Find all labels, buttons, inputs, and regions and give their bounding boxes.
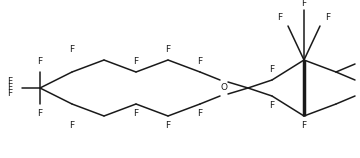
Text: F: F	[359, 70, 360, 79]
Text: F: F	[269, 101, 275, 110]
Text: F: F	[197, 109, 203, 118]
Text: F: F	[8, 83, 13, 92]
Text: F: F	[301, 122, 307, 131]
Text: F: F	[37, 58, 42, 67]
Text: F: F	[8, 89, 13, 98]
Text: F: F	[37, 109, 42, 118]
Text: F: F	[278, 13, 283, 22]
Text: F: F	[269, 66, 275, 75]
Text: O: O	[220, 83, 228, 92]
Text: F: F	[69, 46, 75, 55]
Text: F: F	[166, 122, 171, 131]
Text: F: F	[69, 122, 75, 131]
Text: F: F	[301, 0, 307, 9]
Text: F: F	[166, 46, 171, 55]
Text: F: F	[8, 78, 13, 86]
Text: F: F	[134, 109, 139, 118]
Text: F: F	[325, 13, 330, 22]
Text: F: F	[359, 83, 360, 92]
Text: F: F	[134, 58, 139, 67]
Text: F: F	[197, 58, 203, 67]
Text: F: F	[359, 97, 360, 106]
